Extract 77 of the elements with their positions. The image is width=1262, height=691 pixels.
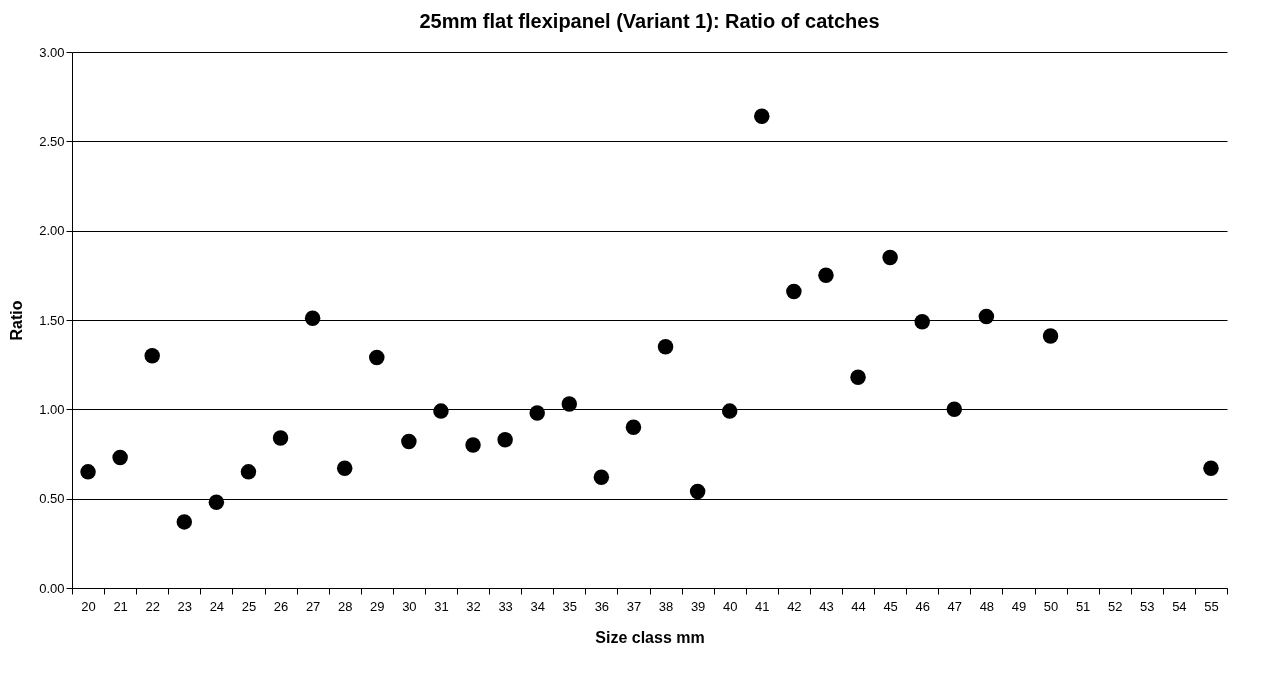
x-tick-label: 51 (1075, 598, 1091, 614)
x-tick-label: 46 (915, 598, 930, 614)
y-tick-label: 2.50 (39, 133, 65, 149)
point (336, 460, 353, 477)
x-tick-label: 36 (594, 598, 610, 614)
x-tick-label: 26 (273, 598, 289, 614)
x-tick-label: 50 (1043, 598, 1059, 614)
x-tick-label: 39 (690, 598, 706, 614)
point (465, 437, 481, 453)
point (112, 449, 128, 466)
point (1203, 460, 1219, 477)
x-tick-label: 24 (209, 598, 225, 614)
point (721, 403, 738, 419)
point (818, 267, 834, 284)
point (497, 431, 513, 448)
point (657, 339, 674, 355)
x-tick-label: 52 (1107, 598, 1123, 614)
x-tick-label: 43 (819, 598, 834, 614)
point (593, 469, 610, 485)
point (80, 464, 96, 480)
x-tick-label: 40 (722, 598, 738, 614)
x-tick-label: 31 (434, 598, 449, 614)
point (914, 314, 930, 330)
point (208, 494, 225, 510)
x-tick-label: 22 (145, 598, 160, 614)
x-tick-label: 45 (883, 598, 898, 614)
x-tick-label: 53 (1140, 598, 1155, 614)
x-tick-label: 48 (979, 598, 995, 614)
x-tick-label: 54 (1172, 598, 1187, 614)
x-tick-label: 41 (755, 598, 770, 614)
x-tick-label: 38 (658, 598, 674, 614)
point (850, 369, 866, 385)
point (689, 483, 706, 500)
y-axis-title: Ratio (8, 300, 26, 341)
x-tick-label: 32 (466, 598, 481, 614)
point (946, 401, 963, 418)
y-tick-label: 1.50 (39, 312, 65, 328)
x-tick-label: 25 (241, 598, 257, 614)
point (625, 419, 642, 435)
point (978, 308, 995, 325)
x-axis-title: Size class mm (595, 628, 705, 646)
x-tick-label: 20 (81, 598, 96, 614)
y-tick-label: 0.50 (39, 491, 65, 507)
point (401, 433, 417, 450)
x-tick-label: 55 (1204, 598, 1219, 614)
x-tick-label: 44 (851, 598, 866, 614)
x-tick-label: 28 (337, 598, 353, 614)
x-tick-label: 30 (402, 598, 417, 614)
point (1042, 328, 1059, 344)
point (272, 430, 289, 446)
point (240, 464, 257, 480)
x-tick-label: 21 (113, 598, 128, 614)
y-tick-label: 0.00 (39, 580, 65, 596)
point (176, 514, 193, 530)
point (529, 405, 545, 421)
point (754, 108, 770, 125)
x-tick-label: 42 (787, 598, 802, 614)
x-tick-label: 29 (370, 598, 385, 614)
point (369, 349, 385, 366)
point (882, 249, 898, 266)
point (561, 396, 578, 412)
x-tick-label: 37 (626, 598, 642, 614)
y-tick-label: 2.00 (39, 223, 65, 239)
y-tick-label: 1.00 (39, 401, 65, 417)
x-tick-label: 34 (530, 598, 545, 614)
x-tick-label: 35 (562, 598, 578, 614)
point (433, 403, 449, 419)
x-tick-label: 23 (177, 598, 193, 614)
x-tick-label: 27 (305, 598, 321, 614)
x-tick-label: 47 (947, 598, 963, 614)
x-tick-label: 33 (498, 598, 513, 614)
point (786, 283, 802, 300)
point (304, 310, 321, 326)
x-tick-label: 49 (1011, 598, 1027, 614)
y-tick-label: 3.00 (39, 44, 65, 60)
chart-title: 25mm flat flexipanel (Variant 1): Ratio of catches (419, 10, 880, 32)
point (144, 348, 160, 364)
